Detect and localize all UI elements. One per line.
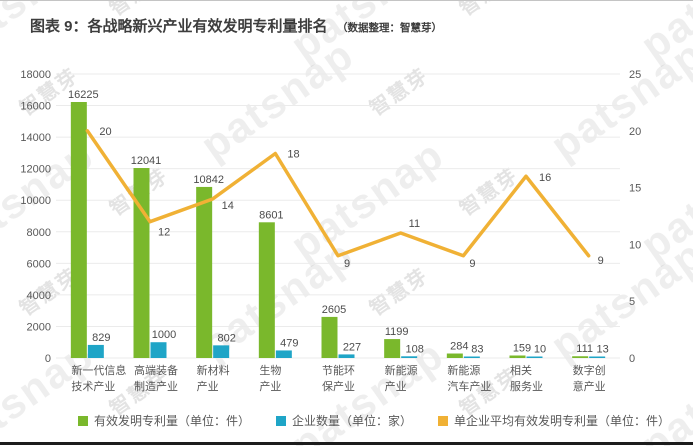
chart-legend: 有效发明专利量（单位：件） 企业数量（单位：家） 单企业平均有效发明专利量（单位… (78, 412, 670, 429)
bar-patents (509, 355, 526, 358)
category-label: 保产业 (322, 379, 355, 393)
chart-title-text: 图表 9：各战略新兴产业有效发明专利量排名 (30, 18, 328, 35)
y-axis-right-tick: 15 (629, 183, 641, 195)
y-axis-left-tick: 16000 (20, 101, 51, 113)
bar-value-label-patents: 16225 (68, 89, 99, 101)
y-axis-right-tick: 10 (629, 239, 641, 251)
category-label: 产业 (385, 379, 407, 393)
category-label: 节能环 (322, 363, 355, 377)
y-axis-left-tick: 18000 (20, 69, 51, 81)
category-label: 新能源 (385, 363, 418, 377)
legend-swatch-yellow (438, 415, 449, 426)
y-axis-left-tick: 10000 (20, 195, 51, 207)
legend-label-companies: 企业数量（单位：家） (292, 414, 413, 428)
y-axis-left-tick: 2000 (27, 321, 51, 333)
line-value-label: 11 (409, 218, 420, 230)
legend-item-companies: 企业数量（单位：家） (276, 412, 412, 429)
bar-companies (463, 356, 480, 358)
y-axis-left-tick: 4000 (27, 290, 51, 302)
category-label: 服务业 (510, 380, 543, 393)
bar-value-label-patents: 284 (450, 341, 468, 353)
bar-value-label-companies: 13 (597, 344, 609, 356)
bar-companies (526, 356, 543, 358)
category-label: 新能源 (447, 363, 480, 377)
category-label: 技术产业 (71, 379, 115, 393)
bar-companies (401, 356, 418, 358)
legend-label-patents: 有效发明专利量（单位：件） (94, 414, 251, 428)
line-value-label: 9 (598, 255, 604, 267)
bar-companies (338, 354, 355, 358)
y-axis-left-tick: 12000 (20, 164, 51, 176)
bar-value-label-companies: 829 (92, 332, 110, 344)
bar-companies (275, 350, 292, 358)
y-axis-right-tick: 0 (629, 353, 635, 365)
legend-label-average: 单企业平均有效发明专利量（单位：件） (454, 414, 671, 428)
bar-value-label-patents: 1199 (385, 326, 409, 338)
bar-value-label-companies: 479 (280, 337, 298, 349)
bar-patents (384, 339, 401, 358)
bar-patents (446, 353, 463, 358)
bar-value-label-patents: 2605 (322, 304, 346, 316)
bar-value-label-companies: 802 (217, 332, 235, 344)
category-label: 高端装备 (134, 363, 178, 377)
legend-swatch-green (78, 415, 88, 426)
line-value-label: 18 (287, 149, 299, 161)
bar-value-label-patents: 12041 (131, 155, 162, 167)
bar-patents (321, 316, 338, 358)
category-label: 数字创 (573, 363, 606, 377)
bar-companies (589, 356, 606, 358)
category-label: 新材料 (197, 363, 230, 377)
bar-value-label-companies: 1000 (152, 329, 176, 341)
y-axis-left-tick: 0 (45, 353, 51, 365)
bar-value-label-patents: 10842 (193, 174, 224, 186)
legend-item-average: 单企业平均有效发明专利量（单位：件） (438, 412, 670, 429)
y-axis-left-tick: 14000 (20, 132, 51, 144)
bar-patents (196, 186, 213, 358)
line-value-label: 9 (469, 258, 475, 270)
line-value-label: 9 (344, 258, 350, 270)
y-axis-left-tick: 8000 (27, 227, 51, 239)
chart-title-source: （数据整理：智慧芽） (336, 22, 442, 34)
bar-value-label-companies: 108 (405, 343, 423, 355)
category-label: 汽车产业 (447, 379, 491, 393)
bar-patents (258, 222, 275, 358)
bar-value-label-companies: 227 (343, 341, 361, 353)
line-value-label: 14 (222, 200, 234, 212)
bar-value-label-patents: 8601 (259, 209, 283, 221)
legend-swatch-blue (276, 415, 287, 426)
category-label: 新一代信息 (71, 363, 126, 377)
category-label: 意产业 (573, 379, 606, 393)
line-value-label: 16 (539, 172, 551, 184)
bar-value-label-patents: 111 (576, 343, 593, 355)
y-axis-left-tick: 6000 (27, 258, 51, 270)
y-axis-right-tick: 5 (629, 296, 635, 308)
bottom-divider (0, 442, 693, 445)
line-value-label: 20 (99, 126, 111, 138)
category-label: 相关 (510, 363, 532, 377)
y-axis-right-tick: 25 (629, 69, 641, 81)
bar-value-label-companies: 83 (471, 344, 483, 356)
bar-companies (150, 342, 167, 358)
trend-line (85, 129, 591, 258)
bar-patents (572, 356, 589, 358)
y-axis-right-tick: 20 (629, 126, 641, 138)
bar-patents (70, 102, 87, 358)
category-label: 产业 (259, 379, 281, 393)
category-label: 生物 (259, 363, 281, 377)
bar-companies (87, 344, 104, 358)
line-value-label: 12 (158, 227, 170, 239)
bar-patents (133, 168, 150, 358)
bar-value-label-companies: 10 (534, 344, 546, 356)
bar-companies (213, 345, 230, 358)
bar-value-label-patents: 159 (513, 342, 531, 354)
legend-item-patents: 有效发明专利量（单位：件） (78, 412, 250, 429)
category-label: 产业 (197, 379, 219, 393)
chart-title: 图表 9：各战略新兴产业有效发明专利量排名 （数据整理：智慧芽） (30, 15, 442, 36)
category-label: 制造产业 (134, 379, 178, 393)
